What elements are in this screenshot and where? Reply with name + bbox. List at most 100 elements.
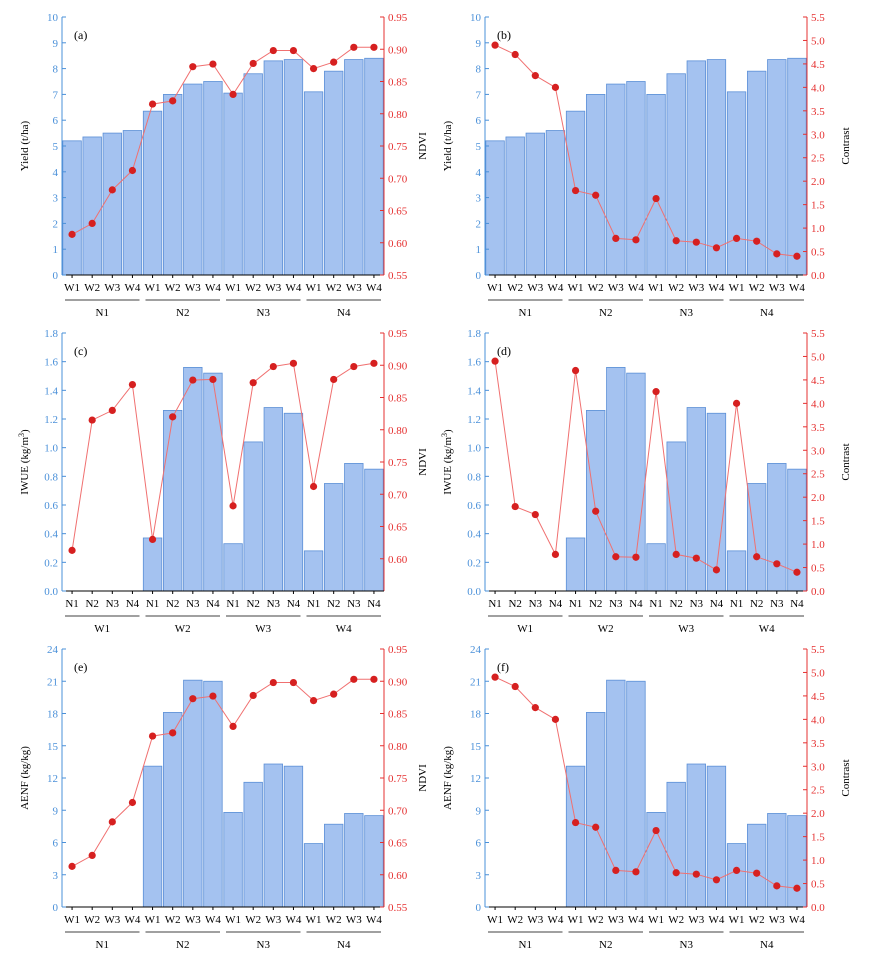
series-point [269, 46, 277, 55]
left-tick-label: 2 [53, 218, 59, 230]
right-tick-label: 0.0 [811, 902, 825, 914]
series-point [753, 553, 761, 561]
left-tick-label: 4 [476, 167, 482, 179]
series-point [732, 234, 741, 243]
series-point [732, 866, 741, 875]
left-tick-label: 0.2 [44, 557, 58, 569]
x-tick-label: W3 [346, 914, 362, 926]
bar [646, 543, 666, 592]
series-point [491, 41, 499, 49]
right-tick-label: 2.0 [811, 808, 825, 820]
y-axis-label: IWUE (kg/m3) [17, 429, 32, 495]
series-point [612, 866, 620, 875]
series-point [309, 697, 318, 705]
left-tick-label: 0 [476, 902, 482, 914]
left-tick-label: 24 [47, 644, 59, 656]
series-point [551, 83, 560, 91]
left-tick-label: 1.2 [467, 414, 481, 426]
right-tick-label: 0.95 [388, 12, 408, 24]
group-label: W1 [94, 623, 110, 635]
y-axis-label-end: ) [442, 429, 454, 433]
left-tick-label: 8 [53, 64, 59, 76]
right-tick-label: 3.5 [811, 106, 825, 118]
group-label: N3 [257, 307, 271, 319]
left-tick-label: 9 [53, 38, 59, 50]
x-tick-label: W3 [688, 914, 704, 926]
x-tick-label: W3 [527, 282, 543, 294]
series-point [672, 869, 680, 877]
x-tick-label: W2 [245, 282, 261, 294]
series-point [491, 357, 499, 365]
x-tick-label: W2 [84, 914, 100, 926]
bar [505, 136, 525, 276]
bar [283, 765, 304, 908]
left-tick-label: 0.4 [467, 529, 481, 541]
bar [283, 59, 304, 276]
right-tick-label: 0.95 [388, 644, 408, 656]
x-tick-label: N3 [267, 598, 281, 610]
left-tick-label: 0.8 [44, 471, 58, 483]
group-label: N1 [519, 939, 532, 951]
series-point [370, 359, 378, 367]
series-point [108, 186, 116, 194]
right-tick-label: 0.90 [388, 676, 408, 688]
series-point [692, 870, 700, 878]
x-tick-label: N3 [609, 598, 623, 610]
bar [243, 781, 263, 908]
right-tick-label: 4.5 [811, 59, 825, 71]
x-tick-label: N4 [549, 598, 563, 610]
series-point [108, 818, 116, 826]
right-tick-label: 4.0 [811, 714, 825, 726]
left-tick-label: 24 [470, 644, 482, 656]
bar [626, 81, 646, 276]
series-point [551, 550, 560, 559]
group-label: W2 [598, 623, 614, 635]
right-tick-label: 0.70 [388, 805, 408, 817]
right-tick-label: 0.80 [388, 425, 408, 437]
group-label: W4 [759, 623, 775, 635]
series-point [169, 729, 177, 737]
x-tick-label: W3 [185, 282, 201, 294]
x-tick-label: N1 [226, 598, 239, 610]
bar [364, 815, 384, 908]
series-point [128, 798, 137, 807]
x-tick-label: W1 [568, 282, 584, 294]
bar [163, 409, 183, 592]
bar [203, 372, 223, 592]
x-tick-label: W3 [104, 282, 120, 294]
y-axis-label: Yield (t/ha) [19, 120, 31, 171]
series-point [571, 186, 580, 195]
x-tick-label: W4 [366, 282, 382, 294]
bar [243, 441, 263, 592]
bar [324, 70, 344, 276]
bar [183, 83, 203, 276]
right-tick-label: 2.0 [811, 176, 825, 188]
series-point [350, 362, 358, 371]
y2-axis-label: Contrast [840, 443, 852, 480]
right-tick-label: 3.0 [811, 761, 825, 773]
bar [183, 679, 203, 908]
x-tick-label: W4 [708, 914, 724, 926]
left-tick-label: 1.4 [44, 385, 58, 397]
x-tick-label: W2 [245, 914, 261, 926]
series-point [632, 553, 640, 561]
x-tick-label: W4 [789, 914, 805, 926]
series-point [793, 884, 801, 892]
bar [767, 463, 787, 592]
x-tick-label: W1 [64, 282, 80, 294]
series-point [68, 230, 76, 238]
x-tick-label: W1 [145, 914, 161, 926]
series-point [269, 362, 277, 371]
bar [545, 130, 566, 276]
bar [223, 812, 243, 908]
series-point [68, 862, 76, 870]
x-tick-label: N1 [488, 598, 501, 610]
panel-label: (c) [74, 344, 87, 358]
left-tick-label: 1 [53, 244, 59, 256]
left-tick-label: 9 [476, 805, 482, 817]
bar [303, 550, 324, 592]
series-point [350, 43, 358, 51]
x-tick-label: N2 [327, 598, 340, 610]
x-tick-label: W1 [568, 914, 584, 926]
series-point [592, 507, 600, 515]
